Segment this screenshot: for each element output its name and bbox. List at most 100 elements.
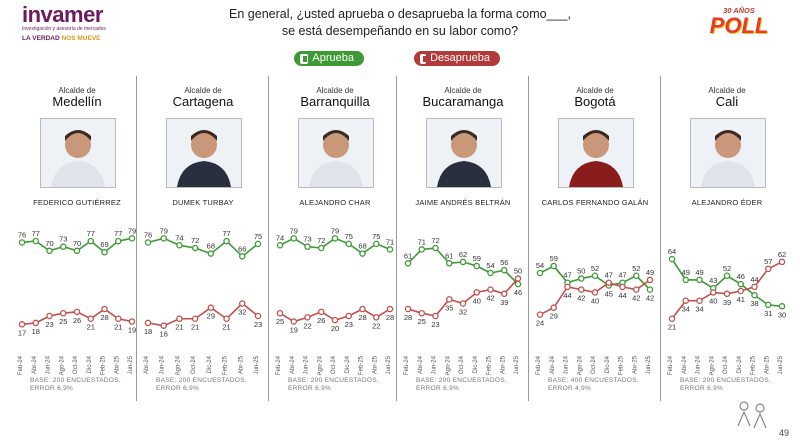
data-point	[501, 290, 508, 298]
data-label: 30	[778, 310, 786, 319]
data-label: 16	[160, 330, 168, 339]
data-point	[605, 279, 613, 286]
data-point	[778, 303, 786, 310]
data-label: 42	[632, 294, 640, 303]
data-label: 59	[550, 254, 558, 263]
data-point	[144, 319, 152, 327]
data-label: 42	[646, 294, 654, 303]
data-label: 79	[290, 226, 298, 235]
data-label: 71	[418, 237, 426, 246]
base-line: BASE: 200 ENCUESTADOS,	[156, 377, 248, 384]
data-point	[207, 250, 215, 257]
data-label: 59	[473, 254, 481, 263]
data-label: 50	[577, 267, 585, 276]
x-tick-label: Dic-24	[737, 355, 743, 373]
x-tick-label: Dic-24	[605, 355, 611, 373]
mayor-photo	[166, 118, 242, 188]
x-tick-label: Feb-25	[619, 355, 625, 375]
x-tick-label: Jun-25	[254, 355, 260, 374]
data-point	[386, 246, 394, 253]
x-tick-label: Jun-25	[646, 355, 652, 374]
portrait-head	[583, 132, 609, 158]
data-point	[46, 247, 53, 255]
x-tick-label: Dic-24	[345, 355, 351, 373]
data-label: 25	[59, 317, 67, 326]
portrait-head	[323, 132, 349, 158]
data-point	[550, 304, 557, 311]
panel-city: Cartagena	[172, 94, 234, 109]
data-label: 25	[276, 317, 284, 326]
legend-approve: Aprueba	[294, 51, 364, 66]
data-label: 61	[404, 251, 412, 260]
data-label: 44	[750, 275, 758, 284]
sample-base-note: BASE: 200 ENCUESTADOS, ERROR 6,9%	[30, 377, 121, 393]
mayor-panel: Alcalde de Bucaramanga JAIME ANDRÉS BELTRÁ…	[398, 76, 528, 401]
base-line: ERROR 4,9%	[548, 385, 592, 392]
data-point	[60, 243, 67, 250]
base-line: BASE: 200 ENCUESTADOS,	[680, 377, 772, 384]
data-point	[633, 272, 640, 280]
sample-base-note: BASE: 200 ENCUESTADOS, ERROR 6,9%	[416, 377, 507, 393]
base-line: ERROR 6,9%	[680, 385, 724, 392]
data-point	[668, 255, 676, 263]
x-tick-label: Abr-25	[764, 355, 770, 374]
data-point	[459, 258, 467, 266]
portrait-hair	[65, 130, 91, 141]
data-point	[446, 296, 453, 303]
x-tick-label: Oct-24	[459, 355, 465, 374]
x-tick-label: Ago-24	[709, 355, 715, 375]
data-point	[331, 316, 339, 324]
logo-tagline: LA VERDAD NOS MUEVE	[22, 35, 132, 42]
data-point	[101, 248, 108, 256]
data-label: 46	[514, 288, 522, 297]
data-point	[514, 275, 522, 282]
x-tick-label: Abr-24	[418, 355, 424, 374]
data-label: 49	[682, 268, 690, 277]
data-point	[591, 289, 599, 296]
data-label: 47	[618, 271, 626, 280]
mayor-name: JAIME ANDRÉS BELTRÁN	[415, 198, 511, 207]
data-point	[32, 319, 39, 327]
panel-subtitle: Alcalde de	[576, 86, 614, 95]
data-label: 23	[431, 320, 439, 329]
x-tick-label: Ago-24	[317, 355, 323, 375]
data-point	[432, 244, 439, 252]
approval-chart: 61 71 72 61 62 59 54 56 46 28 25 23 35 32 40 42 39 50 Feb-…	[404, 236, 522, 375]
x-tick-label: Ago-24	[175, 355, 181, 375]
data-label: 26	[73, 316, 81, 325]
x-tick-label: Oct-24	[723, 355, 729, 374]
x-tick-label: Abr-24	[550, 355, 556, 374]
data-point	[737, 287, 745, 295]
portrait-icon	[437, 130, 491, 187]
poll-anniversary: 30 AÑOS	[723, 6, 755, 15]
x-tick-label: Feb-25	[359, 355, 365, 375]
x-tick-label: Oct-24	[73, 355, 79, 374]
mayor-name: FEDERICO GUTIÉRREZ	[33, 198, 121, 207]
data-point	[115, 315, 122, 322]
data-label: 77	[32, 229, 40, 238]
x-tick-label: Abr-24	[32, 355, 38, 374]
approval-chart: 74 79 73 72 79 75 68 75 71 25 19 22 26 20 23 28 22 28 Feb-…	[276, 226, 394, 375]
data-label: 31	[764, 309, 772, 318]
mayor-photo	[40, 118, 116, 188]
data-point	[87, 315, 95, 322]
data-label: 28	[404, 313, 412, 322]
data-point	[591, 272, 599, 280]
panel-subtitle: Alcalde de	[184, 86, 222, 95]
mayor-photo	[558, 118, 634, 188]
data-point	[101, 305, 108, 313]
poll-logo: 30 AÑOS POLL	[702, 6, 776, 38]
data-point	[290, 318, 297, 325]
x-tick-label: Feb-25	[101, 355, 107, 375]
portrait-icon	[569, 130, 623, 187]
portrait-hair	[451, 130, 477, 141]
x-tick-label: Feb-24	[668, 355, 674, 375]
base-line: ERROR 6,9%	[288, 385, 332, 392]
data-label: 49	[646, 268, 654, 277]
mayor-panel: Alcalde de Bogotá CARLOS FERNANDO GALÁN 54 5…	[530, 76, 660, 401]
data-label: 42	[486, 294, 494, 303]
mayor-name: DUMEK TURBAY	[172, 198, 234, 207]
data-label: 23	[45, 320, 53, 329]
data-label: 44	[618, 291, 626, 300]
data-point	[514, 280, 522, 288]
